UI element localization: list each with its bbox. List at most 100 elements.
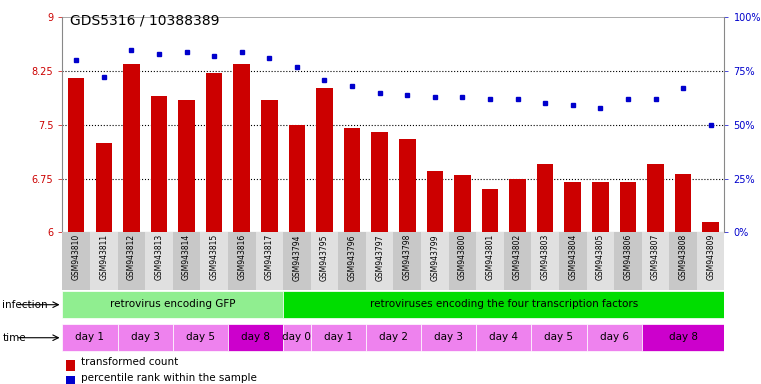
Bar — [426, 171, 443, 232]
Bar — [145, 232, 173, 290]
Text: GSM943816: GSM943816 — [237, 234, 247, 280]
Text: GSM943809: GSM943809 — [706, 234, 715, 280]
Bar — [117, 232, 145, 290]
Bar — [702, 222, 719, 232]
Bar — [619, 182, 636, 232]
Text: retroviruses encoding the four transcription factors: retroviruses encoding the four transcrip… — [370, 299, 638, 309]
Bar — [283, 232, 310, 290]
Bar — [537, 164, 553, 232]
Text: time: time — [2, 333, 26, 343]
Bar — [228, 232, 256, 290]
Bar — [592, 182, 609, 232]
Bar — [587, 232, 614, 290]
Bar — [316, 88, 333, 232]
Bar — [200, 232, 228, 290]
Bar — [366, 324, 421, 351]
Text: GSM943815: GSM943815 — [209, 234, 218, 280]
Text: GSM943811: GSM943811 — [99, 234, 108, 280]
Bar — [62, 324, 117, 351]
Text: day 6: day 6 — [600, 332, 629, 342]
Bar — [675, 174, 691, 232]
Bar — [482, 189, 498, 232]
Bar — [642, 324, 724, 351]
Bar — [123, 64, 139, 232]
Bar — [256, 232, 283, 290]
Bar — [234, 64, 250, 232]
Text: GSM943817: GSM943817 — [265, 234, 274, 280]
Bar — [283, 324, 310, 351]
Text: GDS5316 / 10388389: GDS5316 / 10388389 — [70, 13, 219, 27]
Text: GSM943806: GSM943806 — [623, 234, 632, 280]
Text: day 1: day 1 — [323, 332, 353, 342]
Text: day 0: day 0 — [282, 332, 311, 342]
Text: transformed count: transformed count — [81, 358, 179, 367]
Text: day 8: day 8 — [669, 332, 698, 342]
Bar — [531, 232, 559, 290]
Text: GSM943802: GSM943802 — [513, 234, 522, 280]
Bar — [371, 132, 388, 232]
Bar — [288, 125, 305, 232]
Bar — [669, 232, 697, 290]
Bar — [366, 232, 393, 290]
Text: GSM943799: GSM943799 — [430, 234, 439, 281]
Bar — [68, 78, 84, 232]
Bar — [205, 73, 222, 232]
Bar — [173, 232, 200, 290]
Text: GSM943810: GSM943810 — [72, 234, 81, 280]
Text: GSM943812: GSM943812 — [127, 234, 136, 280]
Bar — [565, 182, 581, 232]
Bar — [310, 232, 338, 290]
Bar — [476, 232, 504, 290]
Bar — [117, 324, 173, 351]
Text: GSM943797: GSM943797 — [375, 234, 384, 281]
Bar — [310, 324, 366, 351]
Text: GSM943796: GSM943796 — [348, 234, 357, 281]
Bar — [393, 232, 421, 290]
Bar — [399, 139, 416, 232]
Text: GSM943801: GSM943801 — [486, 234, 495, 280]
Text: retrovirus encoding GFP: retrovirus encoding GFP — [110, 299, 235, 309]
Bar — [151, 96, 167, 232]
Bar — [421, 324, 476, 351]
Bar — [173, 324, 228, 351]
Bar — [697, 232, 724, 290]
Text: GSM943800: GSM943800 — [458, 234, 467, 280]
Bar — [559, 232, 587, 290]
Bar — [476, 324, 531, 351]
Text: day 3: day 3 — [434, 332, 463, 342]
Text: GSM943798: GSM943798 — [403, 234, 412, 280]
Bar — [338, 232, 366, 290]
Text: GSM943803: GSM943803 — [540, 234, 549, 280]
Bar — [90, 232, 117, 290]
Bar — [531, 324, 587, 351]
Bar — [62, 232, 90, 290]
Bar — [344, 128, 360, 232]
Text: day 1: day 1 — [75, 332, 104, 342]
Bar — [454, 175, 470, 232]
Bar — [95, 143, 112, 232]
Text: day 3: day 3 — [131, 332, 160, 342]
Bar — [614, 232, 642, 290]
Text: GSM943813: GSM943813 — [154, 234, 164, 280]
Bar — [421, 232, 449, 290]
Text: GSM943794: GSM943794 — [292, 234, 301, 281]
Text: GSM943814: GSM943814 — [182, 234, 191, 280]
Text: GSM943795: GSM943795 — [320, 234, 329, 281]
Bar — [283, 291, 724, 318]
Bar — [504, 232, 531, 290]
Bar — [587, 324, 642, 351]
Text: percentile rank within the sample: percentile rank within the sample — [81, 373, 257, 383]
Text: GSM943808: GSM943808 — [679, 234, 688, 280]
Bar — [261, 100, 278, 232]
Bar — [178, 100, 195, 232]
Bar — [449, 232, 476, 290]
Text: day 5: day 5 — [544, 332, 574, 342]
Text: GSM943807: GSM943807 — [651, 234, 660, 280]
Text: day 8: day 8 — [241, 332, 270, 342]
Text: day 4: day 4 — [489, 332, 518, 342]
Text: day 2: day 2 — [379, 332, 408, 342]
Text: infection: infection — [2, 300, 48, 310]
Bar — [642, 232, 669, 290]
Bar — [647, 164, 664, 232]
Bar — [62, 291, 283, 318]
